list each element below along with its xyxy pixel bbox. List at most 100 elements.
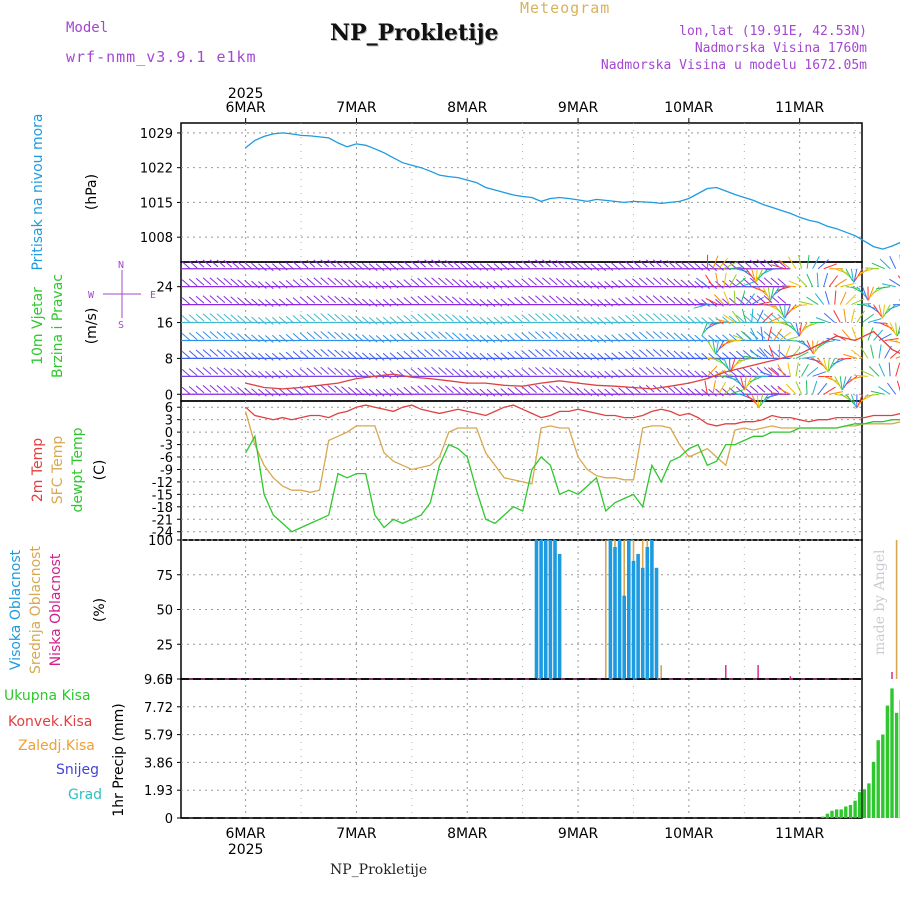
- wind-barb-turbulent: [757, 310, 763, 323]
- wind-barb-turbulent: [817, 273, 818, 287]
- wind-barb-turbulent: [768, 327, 771, 341]
- precip-bar: [844, 807, 847, 819]
- compass-west: W: [88, 290, 95, 301]
- precip-bar: [877, 740, 880, 818]
- wind-barb-turbulent: [896, 363, 900, 376]
- cloud-bar-low: [725, 665, 726, 679]
- precip-bar: [881, 735, 884, 819]
- precip-bar: [895, 713, 898, 818]
- day-label-bottom: 9MAR: [558, 826, 599, 842]
- wind-barb-turbulent: [879, 345, 881, 359]
- wind-barb-turbulent: [741, 376, 745, 390]
- wind-barb-turbulent: [868, 305, 879, 313]
- wind-barb-turbulent: [815, 293, 823, 304]
- wind-barb-turbulent: [813, 372, 826, 377]
- cloud-bar-high: [646, 547, 650, 679]
- wind-barb-turbulent: [757, 287, 768, 296]
- compass-east: E: [150, 290, 156, 301]
- day-label-top: 6MAR: [225, 100, 266, 116]
- year-label-bottom: 2025: [228, 842, 264, 858]
- wind-barb-turbulent: [806, 380, 807, 394]
- y-tick-label: 8: [165, 352, 173, 367]
- temp-unit: (C): [92, 460, 108, 481]
- precip-bar: [858, 792, 861, 818]
- cloud-unit: (%): [92, 598, 108, 622]
- cloud-ylabel-low: Niska Oblacnost: [48, 553, 64, 666]
- wind-barb-turbulent: [896, 354, 900, 359]
- wind-barb-turbulent: [829, 376, 839, 385]
- precip-bar: [849, 805, 852, 818]
- wind-barb-turbulent: [732, 311, 740, 322]
- wind-barb-turbulent: [824, 358, 828, 371]
- wind-barb-turbulent: [799, 302, 813, 305]
- wind-barb-turbulent: [752, 309, 753, 323]
- cloud-bar-mid: [605, 540, 607, 679]
- pressure-unit: (hPa): [84, 174, 100, 210]
- wind-barb-turbulent: [871, 345, 874, 359]
- wind-barb-turbulent: [746, 394, 756, 404]
- wind-barb-turbulent: [851, 309, 854, 323]
- wind-barb-turbulent: [879, 364, 885, 377]
- wind-barb-turbulent: [824, 273, 828, 286]
- wind-barb-turbulent: [696, 278, 707, 287]
- y-tick-label: 16: [156, 317, 173, 332]
- day-label-bottom: 8MAR: [447, 826, 488, 842]
- precip-legend-item: Zaledj.Kisa: [18, 738, 95, 754]
- model-value: wrf-nmm_v3.9.1 e1km: [66, 48, 257, 66]
- cloud-bar-high: [544, 540, 548, 679]
- wind-barb-turbulent: [852, 327, 857, 340]
- wind-barb-turbulent: [816, 318, 829, 323]
- cloud-ylabel-high: Visoka Oblacnost: [8, 549, 24, 670]
- wind-barb-turbulent: [887, 383, 895, 394]
- day-label-bottom: 7MAR: [336, 826, 377, 842]
- wind-barb-turbulent: [854, 375, 868, 376]
- wind-barb-turbulent: [872, 263, 885, 269]
- cloud-bar-mid: [660, 665, 662, 679]
- wind-barb-turbulent: [785, 337, 799, 341]
- cloud-bar-high: [632, 561, 636, 679]
- compass-south: S: [118, 320, 124, 331]
- wind-barb-turbulent: [868, 319, 881, 323]
- y-tick-label: 25: [156, 638, 173, 653]
- wind-barb-turbulent: [813, 381, 817, 394]
- precip-bar: [886, 706, 889, 818]
- wind-barb-turbulent: [751, 328, 757, 340]
- wind-barb-turbulent: [713, 381, 716, 395]
- y-tick-label: 3.86: [144, 756, 173, 771]
- wind-barb-turbulent: [844, 354, 857, 358]
- cloud-bar-high: [655, 568, 659, 679]
- precip-bar: [872, 762, 875, 818]
- wind-barb-turbulent: [846, 376, 857, 384]
- wind-barb-turbulent: [824, 264, 837, 269]
- wind-barb-turbulent: [835, 291, 836, 305]
- precip-bar: [830, 811, 833, 818]
- cloud-bar-high: [549, 540, 553, 679]
- precip-bar: [821, 817, 824, 818]
- y-tick-label: 7.72: [144, 701, 173, 716]
- day-label-bottom: 10MAR: [664, 826, 713, 842]
- cloud-bar-low: [757, 665, 758, 679]
- precip-bar: [840, 809, 843, 818]
- wind-barb-turbulent: [865, 268, 879, 269]
- cloud-bar-high: [558, 554, 562, 679]
- wind-barb-turbulent: [718, 382, 725, 394]
- wind-unit: (m/s): [84, 308, 100, 345]
- year-label-top: 2025: [228, 86, 264, 102]
- y-tick-label: 1015: [140, 196, 173, 211]
- y-tick-label: 24: [156, 281, 173, 296]
- wind-barb-turbulent: [802, 357, 816, 359]
- cloud-bar-high: [609, 540, 613, 679]
- precip-bar: [863, 789, 866, 818]
- wind-barb-turbulent: [774, 287, 785, 295]
- cloud-bar-high: [613, 547, 617, 679]
- temp-ylabel-dewpt: dewpt Temp: [70, 427, 86, 512]
- cloud-bar-low: [891, 672, 892, 679]
- cloud-bar-high: [636, 554, 640, 679]
- wind-barb-turbulent: [889, 362, 890, 376]
- temp-ylabel-2m: 2m Temp: [30, 438, 46, 502]
- y-tick-label: 1.93: [144, 784, 173, 799]
- wind-barb-turbulent: [825, 291, 829, 304]
- wind-barb-turbulent: [716, 273, 719, 287]
- wind-barb-turbulent: [785, 323, 796, 332]
- day-label-top: 11MAR: [775, 100, 824, 116]
